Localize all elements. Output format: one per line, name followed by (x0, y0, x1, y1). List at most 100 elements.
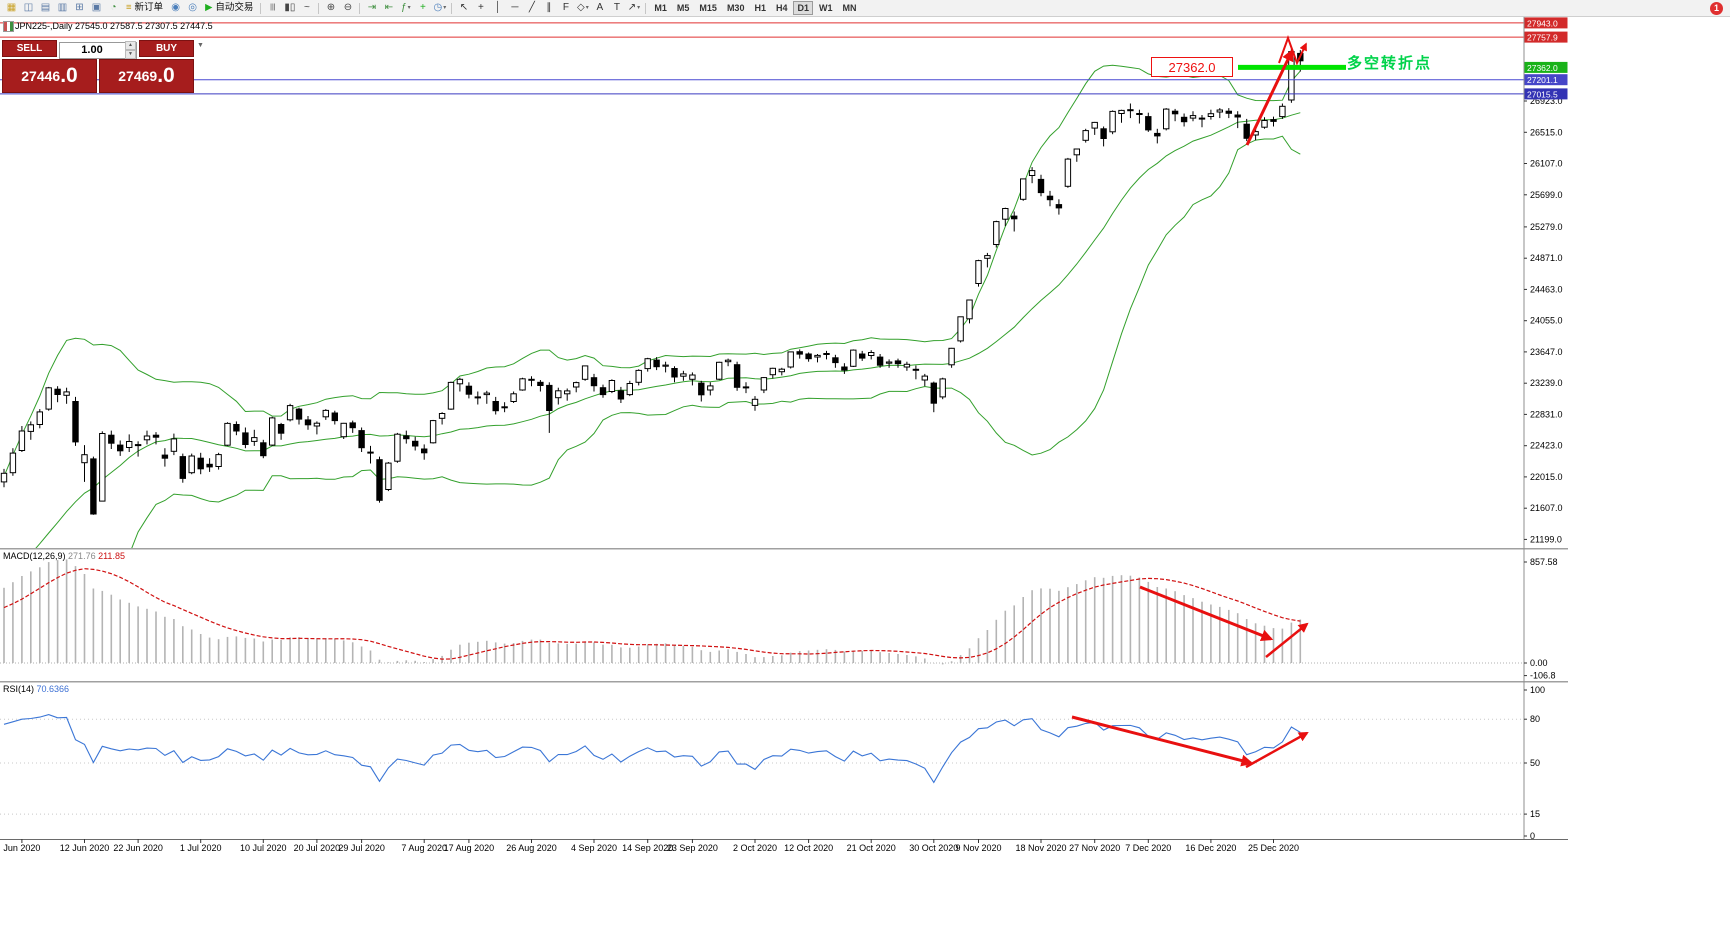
chevron-down-icon: ▾ (443, 5, 447, 11)
chevron-down-icon: ▾ (407, 5, 411, 11)
macd-name: MACD(12,26,9) (3, 551, 66, 561)
x-axis-label: 27 Nov 2020 (1069, 843, 1120, 853)
one-click-collapse-icon[interactable]: ▼ (197, 42, 204, 49)
navigator-icon[interactable]: ⊞ (72, 1, 87, 15)
strategy-tester-icon[interactable]: ◔ (106, 1, 121, 15)
x-axis-label: 26 Aug 2020 (506, 843, 557, 853)
line-chart-icon: ~ (303, 2, 310, 13)
y-axis-label: 25699.0 (1530, 190, 1563, 200)
indicators-icon: ƒ (401, 2, 407, 13)
horizontal-line-icon[interactable]: ─ (507, 1, 522, 15)
timeframe-m15[interactable]: M15 (699, 3, 717, 13)
timeframe-h4[interactable]: H4 (775, 3, 788, 13)
chart-shift-icon: ⇤ (384, 2, 394, 13)
auto-scroll-icon[interactable]: ⇥ (364, 1, 379, 15)
chart-canvas[interactable]: 26923.0 26515.0 26107.0 25699.0 25279.0 24871… (0, 17, 1568, 855)
chevron-up-icon[interactable]: ▲ (125, 41, 136, 50)
chat-icon: ◎ (188, 2, 197, 13)
chat-icon[interactable]: ◎ (185, 1, 200, 15)
volume-input[interactable] (59, 41, 137, 59)
line-chart-icon[interactable]: ~ (299, 1, 314, 15)
price-tag: 27362.0 (1527, 63, 1558, 73)
cursor-icon[interactable]: ↖ (456, 1, 471, 15)
shapes-icon: ◇ (577, 2, 585, 13)
chart-window-icon (3, 21, 14, 32)
timeframe-h1[interactable]: H1 (754, 3, 766, 13)
crosshair-icon[interactable]: + (473, 1, 488, 15)
notification-badge[interactable]: 1 (1710, 1, 1723, 15)
price-tag: 27757.9 (1527, 33, 1558, 43)
vertical-line-icon[interactable]: │ (490, 1, 505, 15)
x-axis-label: 22 Jun 2020 (113, 843, 163, 853)
bid-price-panel[interactable]: 27446.0 (2, 59, 97, 93)
bid-price: 27446 (21, 68, 61, 84)
price-axis[interactable]: 26923.0 26515.0 26107.0 25699.0 25279.0 24871… (1524, 17, 1568, 841)
macd-axis-label: -106.8 (1530, 671, 1556, 681)
bid-price-pips: .0 (60, 64, 78, 87)
y-axis-label: 24463.0 (1530, 284, 1563, 294)
crosshair-icon: + (477, 2, 484, 13)
pane-separators[interactable] (0, 17, 1568, 840)
macd-axis-label: 857.58 (1530, 557, 1558, 567)
bar-chart-icon[interactable]: ||| (265, 1, 280, 15)
market-watch-icon[interactable]: ▤ (38, 1, 53, 15)
rsi-value: 70.6366 (36, 684, 70, 694)
fibonacci-icon[interactable]: F (558, 1, 573, 15)
add-indicator-icon[interactable]: + (415, 1, 430, 15)
ask-price-panel[interactable]: 27469.0 (99, 59, 194, 93)
y-axis-label: 26107.0 (1530, 159, 1563, 169)
horizontal-line-icon: ─ (511, 2, 519, 13)
community-icon: ◉ (171, 2, 180, 13)
arrows-icon: ↗ (627, 2, 637, 13)
y-axis-label: 24871.0 (1530, 253, 1563, 263)
shapes-icon[interactable]: ◇ ▾ (575, 1, 590, 15)
chart-background (0, 17, 1568, 855)
periods-icon[interactable]: ◷ ▾ (432, 1, 447, 15)
terminal-icon[interactable]: ▣ (89, 1, 104, 15)
ask-price: 27469 (118, 68, 158, 84)
chart-shift-icon[interactable]: ⇤ (381, 1, 396, 15)
profiles-icon: ◫ (23, 2, 34, 13)
trend-arrows[interactable] (1071, 35, 1309, 769)
level-lines (0, 22, 1524, 95)
candlestick-chart-icon[interactable]: ▮▯ (282, 1, 297, 15)
candles-layer (0, 49, 1304, 515)
indicators-icon[interactable]: ƒ ▾ (398, 1, 413, 15)
sell-button[interactable]: SELL (2, 40, 57, 57)
data-window-icon[interactable]: ▥ (55, 1, 70, 15)
x-axis-label: 7 Dec 2020 (1125, 843, 1171, 853)
price-callout-label[interactable]: 27362.0 (1151, 57, 1233, 77)
bar-chart-icon: ||| (270, 4, 276, 11)
timeframe-m30[interactable]: M30 (726, 3, 745, 13)
fibonacci-icon: F (562, 2, 569, 13)
add-indicator-icon: + (419, 2, 426, 13)
trendline-icon[interactable]: ╱ (524, 1, 539, 15)
x-axis-label: 12 Oct 2020 (784, 843, 833, 853)
timeframe-m5[interactable]: M5 (676, 3, 690, 13)
text-label-icon[interactable]: T (609, 1, 624, 15)
timeframe-d1[interactable]: D1 (793, 1, 813, 15)
time-axis[interactable]: Jun 2020 12 Jun 2020 22 Jun 2020 1 Jul 2020… (3, 839, 1299, 853)
channel-icon[interactable]: ∥ (541, 1, 556, 15)
navigator-icon: ⊞ (75, 2, 84, 13)
zoom-out-icon[interactable]: ⊖ (340, 1, 355, 15)
autotrading-button[interactable]: ▶ 自动交易 (202, 1, 256, 15)
vertical-line-icon: │ (494, 2, 502, 13)
y-axis-label: 23647.0 (1530, 347, 1563, 357)
timeframe-w1[interactable]: W1 (819, 3, 833, 13)
profiles-icon[interactable]: ◫ (21, 1, 36, 15)
new-chart-icon[interactable]: ▦ (4, 1, 19, 15)
x-axis-label: 30 Oct 2020 (909, 843, 958, 853)
x-axis-label: 7 Aug 2020 (401, 843, 447, 853)
chevron-down-icon[interactable]: ▼ (125, 50, 136, 59)
turning-point-note[interactable]: 多空转折点 (1347, 55, 1433, 72)
new-order-button[interactable]: ≡ 新订单 (123, 1, 166, 15)
text-icon[interactable]: A (592, 1, 607, 15)
buy-button[interactable]: BUY (139, 40, 194, 57)
timeframe-m1[interactable]: M1 (654, 3, 667, 13)
zoom-in-icon[interactable]: ⊕ (323, 1, 338, 15)
macd-indicator-label: MACD(12,26,9) 271.76 211.85 (3, 551, 125, 561)
community-icon[interactable]: ◉ (168, 1, 183, 15)
timeframe-mn[interactable]: MN (842, 3, 857, 13)
arrows-icon[interactable]: ↗ ▾ (626, 1, 641, 15)
